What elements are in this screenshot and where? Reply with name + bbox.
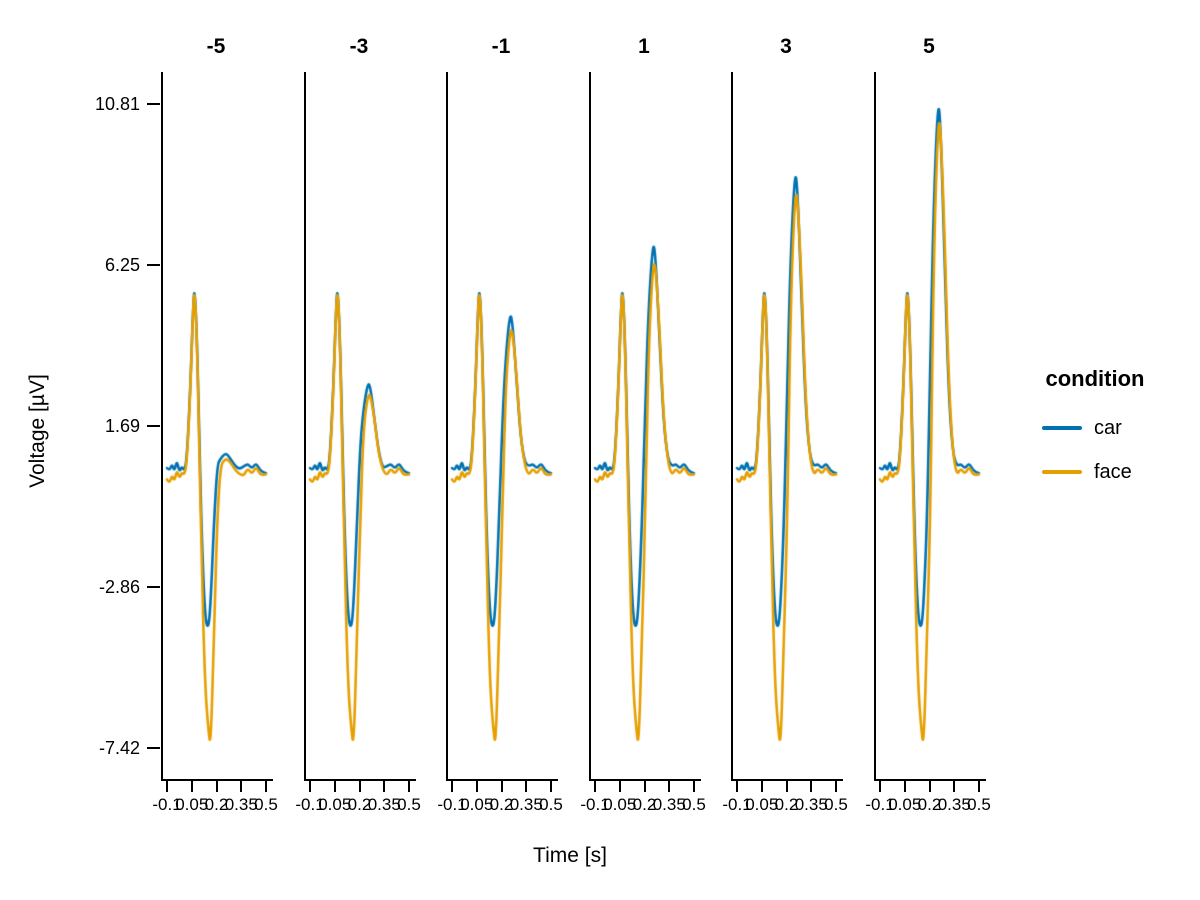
legend-label-face: face: [1094, 461, 1132, 483]
x-tick: [240, 780, 243, 792]
x-tick-label: 0.5: [539, 795, 563, 814]
facet-title-1: 1: [638, 35, 650, 58]
x-tick-label: 0.5: [967, 795, 991, 814]
x-tick-label: -0.1: [437, 795, 467, 814]
x-tick: [978, 780, 980, 792]
x-tick-label: 0.2: [204, 795, 229, 814]
legend-title: condition: [1045, 366, 1145, 391]
x-tick-label: 0.5: [824, 795, 848, 814]
y-axis-label: Voltage [µV]: [26, 374, 49, 488]
x-tick-label: -0.1: [580, 795, 610, 814]
x-tick-label: 0.05: [460, 795, 494, 814]
y-spine-facet--5: [161, 72, 163, 780]
x-tick-label: 0.05: [175, 795, 209, 814]
x-tick: [408, 780, 410, 792]
x-tick: [475, 780, 478, 792]
x-tick: [265, 780, 267, 792]
x-tick: [594, 780, 596, 792]
x-tick-label: -0.1: [865, 795, 895, 814]
y-tick-label: 10.81: [94, 94, 140, 114]
x-tick: [693, 780, 695, 792]
facet-title--5: -5: [206, 35, 226, 58]
legend-label-car: car: [1094, 417, 1122, 439]
x-tick: [550, 780, 552, 792]
x-tick-label: 0.35: [652, 795, 686, 814]
y-tick: [147, 425, 160, 427]
x-tick-label: 0.2: [774, 795, 799, 814]
x-tick-label: 0.5: [397, 795, 421, 814]
x-tick-label: -0.1: [722, 795, 752, 814]
x-tick: [190, 780, 193, 792]
y-spine-facet-3: [731, 72, 733, 780]
y-tick: [147, 585, 160, 588]
x-tick-label: 0.2: [632, 795, 657, 814]
x-tick: [383, 780, 386, 792]
x-tick-label: 0.35: [509, 795, 543, 814]
x-tick: [736, 780, 738, 792]
x-tick: [358, 780, 361, 792]
y-spine-facet--3: [304, 72, 306, 780]
y-spine-facet-1: [589, 72, 591, 780]
y-tick: [147, 264, 160, 266]
x-tick-label: 0.5: [254, 795, 278, 814]
y-tick-label: 1.69: [104, 416, 140, 436]
x-tick: [643, 780, 646, 792]
x-tick-label: -0.1: [152, 795, 182, 814]
x-tick-label: 0.2: [917, 795, 942, 814]
x-tick: [928, 780, 931, 792]
facet-title-3: 3: [780, 35, 792, 58]
x-tick: [785, 780, 788, 792]
x-axis-label: Time [s]: [533, 844, 607, 867]
facet-title--1: -1: [491, 35, 511, 58]
y-tick: [147, 103, 160, 105]
x-tick-label: 0.05: [318, 795, 352, 814]
x-tick: [451, 780, 453, 792]
x-tick: [835, 780, 837, 792]
y-spine-facet--1: [446, 72, 448, 780]
x-tick-label: 0.5: [682, 795, 706, 814]
x-tick: [333, 780, 336, 792]
car-line-swatch: [1042, 426, 1082, 430]
x-tick: [810, 780, 813, 792]
y-tick-label: -7.42: [98, 737, 140, 758]
x-tick: [760, 780, 763, 792]
y-spine-facet-5: [874, 72, 876, 780]
x-tick-label: 0.35: [794, 795, 828, 814]
x-tick-label: 0.35: [224, 795, 258, 814]
facet-title-5: 5: [923, 35, 935, 58]
x-tick-label: 0.05: [745, 795, 779, 814]
x-tick-label: 0.05: [603, 795, 637, 814]
x-tick: [215, 780, 218, 792]
x-tick-label: 0.2: [489, 795, 514, 814]
x-tick: [500, 780, 503, 792]
x-tick-label: 0.35: [367, 795, 401, 814]
x-tick-label: -0.1: [295, 795, 325, 814]
x-tick: [953, 780, 956, 792]
y-tick-label: 6.25: [104, 255, 140, 275]
x-tick: [309, 780, 311, 792]
x-tick-label: 0.35: [937, 795, 971, 814]
x-tick-label: 0.2: [347, 795, 372, 814]
x-tick: [879, 780, 881, 792]
x-tick: [525, 780, 528, 792]
face-line-swatch: [1042, 470, 1082, 474]
y-tick: [147, 746, 160, 749]
x-tick: [166, 780, 168, 792]
x-tick-label: 0.05: [888, 795, 922, 814]
x-tick: [668, 780, 671, 792]
facet-title--3: -3: [349, 35, 369, 58]
x-tick: [903, 780, 906, 792]
y-tick-label: -2.86: [98, 576, 140, 597]
x-tick: [618, 780, 621, 792]
